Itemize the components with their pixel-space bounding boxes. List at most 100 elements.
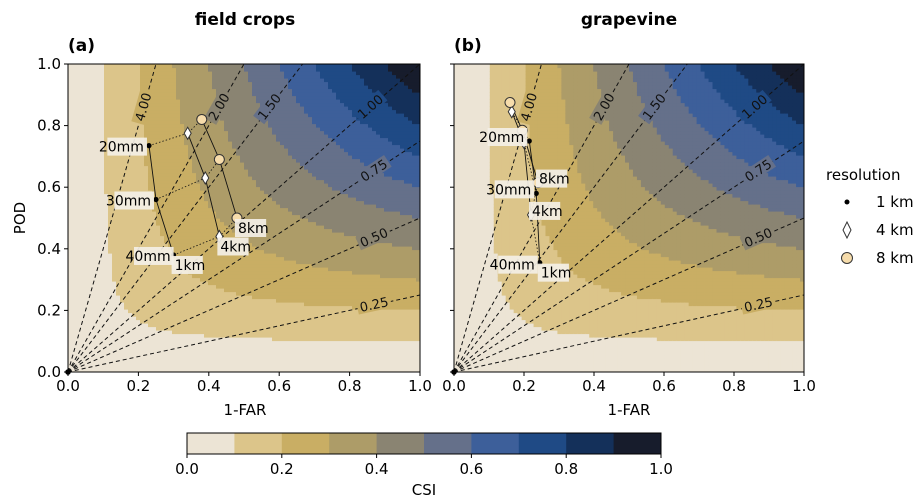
csi-cell	[140, 365, 145, 370]
csi-cell	[176, 85, 181, 90]
csi-cell	[224, 330, 229, 335]
csi-cell	[204, 162, 209, 167]
csi-cell	[232, 67, 237, 72]
csi-cell	[128, 232, 133, 237]
csi-cell	[224, 277, 229, 282]
csi-cell	[84, 330, 89, 335]
csi-cell	[124, 225, 129, 230]
csi-cell	[184, 123, 189, 128]
csi-cell	[76, 102, 81, 107]
csi-cell	[172, 274, 177, 279]
csi-cell	[288, 67, 293, 72]
csi-cell	[96, 113, 101, 118]
csi-cell	[168, 295, 173, 300]
csi-cell	[144, 263, 149, 268]
csi-cell	[256, 148, 261, 153]
csi-cell	[176, 218, 181, 223]
csi-cell	[224, 134, 229, 139]
csi-cell	[160, 309, 165, 314]
csi-cell	[148, 358, 153, 363]
csi-cell	[120, 267, 125, 272]
csi-cell	[280, 186, 285, 191]
csi-cell	[164, 340, 169, 345]
csi-cell	[84, 211, 89, 216]
csi-cell	[264, 162, 269, 167]
csi-cell	[208, 207, 213, 212]
csi-cell	[196, 246, 201, 251]
csi-cell	[224, 71, 229, 76]
csi-cell	[272, 144, 277, 149]
csi-cell	[244, 211, 249, 216]
csi-cell	[136, 169, 141, 174]
csi-cell	[68, 330, 73, 335]
csi-cell	[284, 99, 289, 104]
csi-cell	[216, 365, 221, 370]
csi-cell	[260, 368, 265, 372]
csi-cell	[292, 333, 297, 338]
csi-cell	[204, 354, 209, 359]
csi-cell	[100, 71, 105, 76]
csi-cell	[120, 232, 125, 237]
csi-cell	[160, 354, 165, 359]
csi-cell	[72, 155, 77, 160]
csi-cell	[176, 214, 181, 219]
csi-cell	[76, 221, 81, 226]
csi-cell	[236, 155, 241, 160]
csi-cell	[152, 193, 157, 198]
csi-cell	[196, 274, 201, 279]
csi-cell	[140, 158, 145, 163]
csi-cell	[272, 85, 277, 90]
csi-cell	[248, 309, 253, 314]
csi-cell	[124, 270, 129, 275]
csi-cell	[236, 256, 241, 261]
csi-cell	[268, 197, 273, 202]
csi-cell	[84, 270, 89, 275]
csi-cell	[108, 71, 113, 76]
csi-cell	[200, 179, 205, 184]
csi-cell	[292, 158, 297, 163]
csi-cell	[192, 113, 197, 118]
csi-cell	[236, 190, 241, 195]
csi-cell	[272, 260, 277, 265]
csi-cell	[128, 263, 133, 268]
csi-cell	[112, 333, 117, 338]
csi-cell	[112, 155, 117, 160]
csi-cell	[248, 120, 253, 125]
csi-cell	[80, 218, 85, 223]
csi-cell	[108, 183, 113, 188]
csi-cell	[168, 214, 173, 219]
csi-cell	[244, 148, 249, 153]
csi-cell	[224, 361, 229, 366]
csi-cell	[280, 354, 285, 359]
csi-cell	[80, 235, 85, 240]
csi-cell	[240, 151, 245, 156]
csi-cell	[208, 176, 213, 181]
csi-cell	[240, 302, 245, 307]
csi-cell	[216, 169, 221, 174]
csi-cell	[148, 330, 153, 335]
csi-cell	[284, 351, 289, 356]
csi-cell	[116, 361, 121, 366]
csi-cell	[76, 312, 81, 317]
csi-cell	[176, 232, 181, 237]
csi-cell	[132, 221, 137, 226]
csi-cell	[108, 92, 113, 97]
csi-cell	[212, 295, 217, 300]
csi-cell	[228, 176, 233, 181]
csi-cell	[188, 242, 193, 247]
csi-cell	[216, 127, 221, 132]
csi-cell	[120, 158, 125, 163]
csi-cell	[256, 295, 261, 300]
csi-cell	[200, 190, 205, 195]
csi-cell	[196, 176, 201, 181]
csi-cell	[80, 165, 85, 170]
csi-cell	[72, 102, 77, 107]
csi-cell	[248, 162, 253, 167]
csi-cell	[104, 183, 109, 188]
csi-cell	[124, 176, 129, 181]
csi-cell	[212, 162, 217, 167]
csi-cell	[204, 130, 209, 135]
csi-cell	[272, 288, 277, 293]
csi-cell	[152, 106, 157, 111]
csi-cell	[164, 330, 169, 335]
